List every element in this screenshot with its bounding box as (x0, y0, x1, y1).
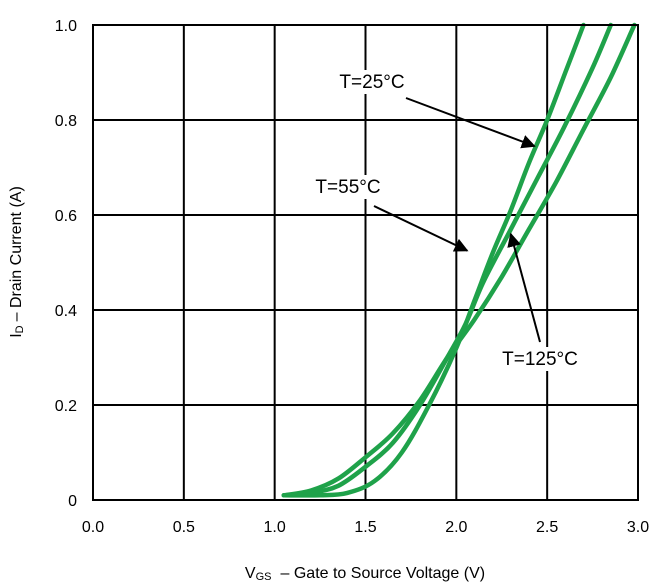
series-line-2 (281, 22, 637, 498)
annotation-background-1 (312, 175, 384, 199)
series-line-1 (281, 22, 614, 498)
y-axis-title: ID – Drain Current (A) (8, 186, 26, 338)
y-axis-title-sub: D (14, 325, 26, 333)
annotation-arrow-0 (405, 97, 536, 149)
x-axis-title-sub: GS (256, 571, 272, 583)
x-tick-label-6: 3.0 (627, 519, 649, 536)
annotation-background-0 (336, 70, 408, 94)
plot-frame (92, 24, 639, 501)
x-tick-label-1: 0.5 (173, 519, 195, 536)
x-tick-label-3: 1.5 (354, 519, 376, 536)
y-tick-label-2: 0.4 (55, 303, 77, 320)
annotations: T=25°C T=55°C T=125°C (312, 70, 582, 371)
x-axis-title-rest: – Gate to Source Voltage (V) (281, 565, 486, 582)
x-axis-title: VGS – Gate to Source Voltage (V) (245, 565, 485, 583)
annotation-label-2: T=125°C (502, 349, 578, 370)
annotation-background-2 (498, 347, 582, 371)
series-lines (281, 22, 637, 498)
tick-labels: 0.0 0.5 1.0 1.5 2.0 2.5 3.0 0 0.2 0.4 0.6 0.8 1.0 (55, 18, 649, 536)
x-tick-label-2: 1.0 (264, 519, 286, 536)
x-tick-label-4: 2.0 (445, 519, 467, 536)
y-tick-label-1: 0.2 (55, 398, 77, 415)
series-line-0 (281, 22, 586, 498)
y-axis-title-main: I (8, 333, 25, 337)
y-axis-title-rest: – Drain Current (A) (8, 186, 25, 321)
annotation-arrow-1 (373, 205, 469, 252)
y-tick-label-4: 0.8 (55, 113, 77, 130)
x-axis-title-main: V (245, 565, 256, 582)
x-tick-label-0: 0.0 (82, 519, 104, 536)
y-tick-label-3: 0.6 (55, 208, 77, 225)
y-tick-label-0: 0 (68, 493, 77, 510)
y-tick-label-5: 1.0 (55, 18, 77, 35)
annotation-label-1: T=55°C (315, 177, 380, 198)
annotation-arrow-2 (507, 232, 541, 343)
x-tick-label-5: 2.5 (536, 519, 558, 536)
annotation-label-0: T=25°C (339, 72, 404, 93)
